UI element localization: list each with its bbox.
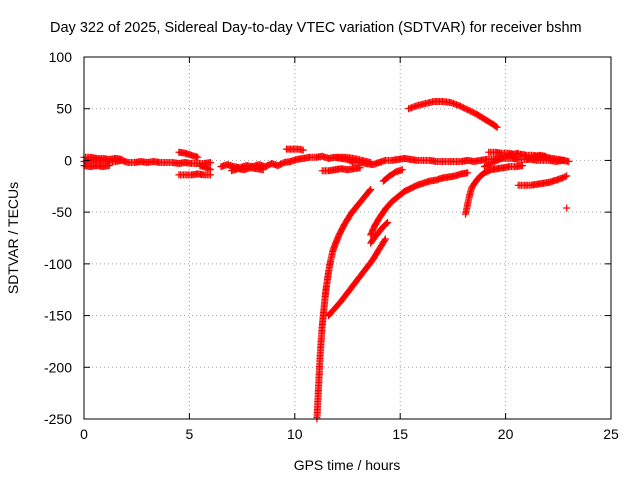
- data-point: [207, 159, 214, 166]
- data-point: [381, 235, 389, 243]
- x-tick-label: 25: [603, 426, 619, 442]
- plot-frame: [83, 56, 612, 420]
- series-track-n: [367, 219, 392, 247]
- x-tick-label: 5: [186, 426, 194, 442]
- data-point: [493, 123, 501, 131]
- x-axis-label: GPS time / hours: [294, 457, 401, 473]
- series-track-e: [175, 170, 214, 179]
- series-track-c: [80, 162, 113, 171]
- data-point: [259, 166, 267, 174]
- y-tick-label: -250: [44, 411, 72, 427]
- series-track-b: [80, 153, 126, 163]
- data-point: [356, 164, 364, 172]
- data-point: [205, 165, 213, 173]
- data-point: [542, 152, 550, 160]
- data-point: [561, 156, 569, 164]
- series-track-m: [325, 235, 389, 320]
- grid-lines: [84, 57, 611, 419]
- data-point: [105, 162, 113, 170]
- series-track-f: [196, 162, 214, 174]
- y-tick-label: -50: [52, 204, 72, 220]
- data-point: [565, 158, 573, 165]
- series-track-h: [228, 164, 267, 175]
- data-point: [299, 146, 307, 154]
- x-tick-label: 15: [392, 426, 408, 442]
- data-point: [519, 162, 526, 170]
- y-tick-label: 100: [49, 49, 73, 65]
- y-axis-label: SDTVAR / TECUs: [5, 182, 21, 294]
- data-point: [563, 204, 571, 212]
- data-point: [366, 186, 374, 194]
- series-track-i: [282, 145, 307, 154]
- data-points: [80, 98, 573, 423]
- series-track-k: [333, 153, 375, 166]
- series-track-p: [379, 166, 406, 185]
- chart-title: Day 322 of 2025, Sidereal Day-to-day VTE…: [50, 20, 582, 36]
- y-tick-label: 50: [56, 101, 72, 117]
- data-point: [367, 159, 375, 166]
- series-track-j: [318, 164, 364, 175]
- data-point: [398, 166, 406, 174]
- y-tick-label: -100: [44, 256, 72, 272]
- series-track-q: [405, 98, 501, 131]
- series-track-o: [367, 169, 472, 239]
- series-track-t: [481, 149, 522, 171]
- series-track-d: [175, 148, 202, 161]
- x-tick-label: 10: [287, 426, 303, 442]
- data-point: [464, 169, 472, 177]
- y-tick-label: -150: [44, 308, 72, 324]
- data-point: [492, 123, 500, 131]
- series-track-l: [313, 185, 375, 423]
- series-track-r: [462, 162, 526, 218]
- data-point: [384, 219, 392, 226]
- data-point: [561, 173, 569, 181]
- data-point: [514, 149, 522, 157]
- y-tick-label: 0: [64, 152, 72, 168]
- y-tick-label: -200: [44, 359, 72, 375]
- data-point: [381, 236, 389, 244]
- data-point: [118, 155, 126, 163]
- x-tick-label: 0: [80, 426, 88, 442]
- series-track-w: [563, 204, 571, 212]
- series-track-u: [514, 172, 571, 189]
- data-point: [367, 185, 375, 193]
- axis-ticks: 0 5 10 15 20 25 -250 -200 -150 -100 -50 0 50 100: [44, 49, 619, 442]
- data-point: [563, 172, 571, 180]
- data-point: [194, 153, 202, 161]
- x-tick-label: 20: [498, 426, 514, 442]
- series-track-v: [523, 151, 550, 163]
- data-point: [207, 166, 214, 174]
- data-point: [383, 220, 390, 227]
